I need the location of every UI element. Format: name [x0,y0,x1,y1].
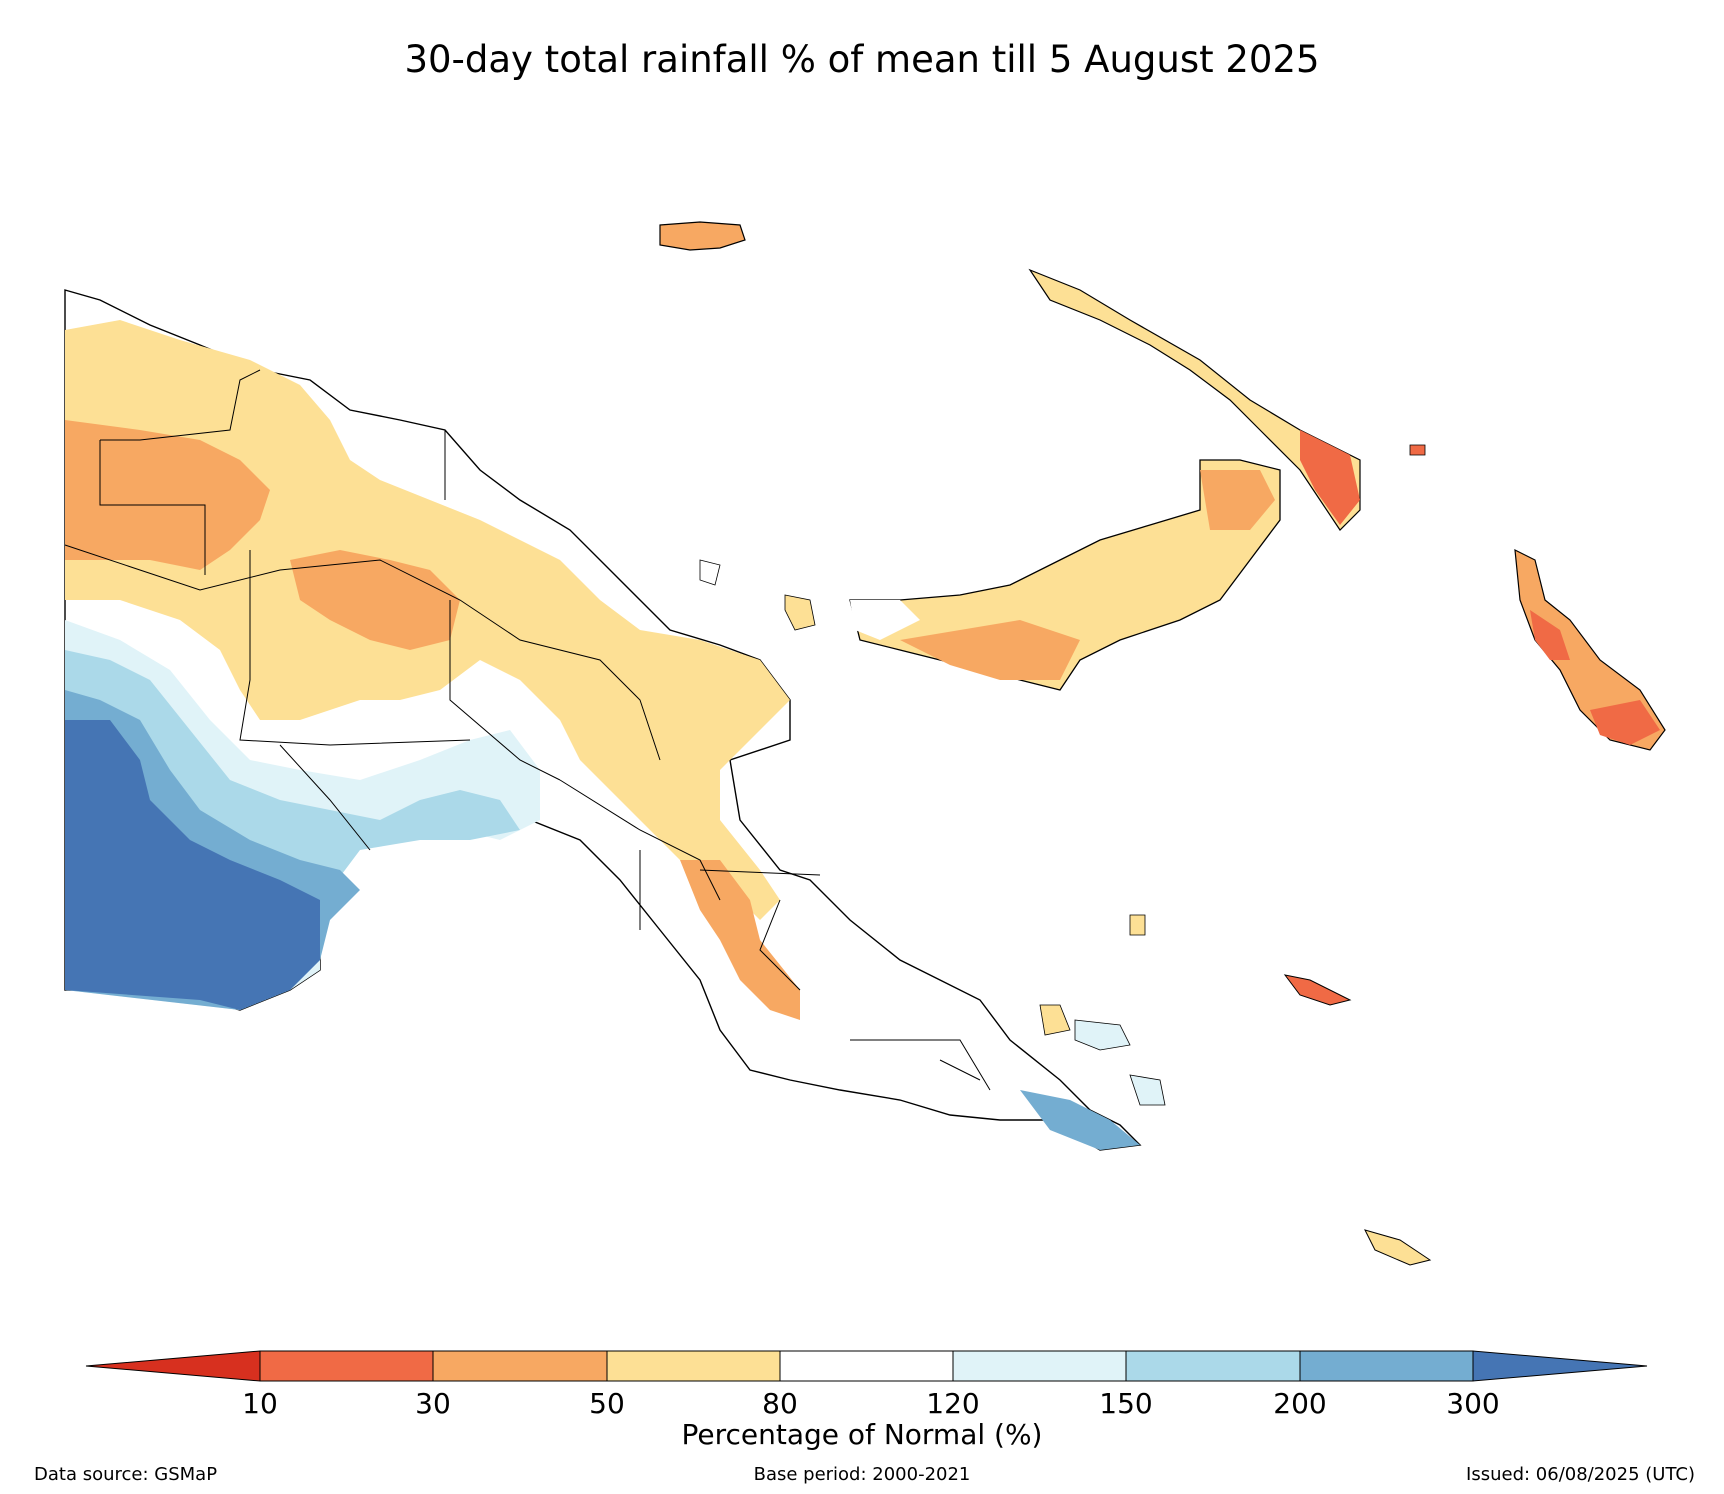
zone-30-50-west [65,420,270,570]
base-period-note: Base period: 2000-2021 [753,1464,971,1485]
zone-120-150-east-tip [1020,1090,1140,1150]
colorbar-swatch-120-150 [952,1350,1127,1382]
colorbar-arrow-low [85,1350,261,1382]
feni-island [1409,444,1426,456]
colorbar-tick: 80 [762,1387,798,1420]
goodenough-island [1039,1004,1071,1036]
issued-date-note: Issued: 06/08/2025 (UTC) [1466,1464,1695,1485]
colorbar-swatch-200-300 [1299,1350,1474,1382]
colorbar-tick: 30 [415,1387,451,1420]
colorbar-tick: 300 [1446,1387,1500,1420]
fergusson-island [1074,1019,1131,1051]
province-boundaries [64,369,991,1091]
new-ireland-orange [1300,430,1360,525]
data-source-note: Data source: GSMaP [34,1464,218,1485]
zone-30-50-east [680,860,800,1020]
new-britain-north-orange [1200,470,1275,530]
bougainville-red [1530,610,1570,660]
new-britain-orange [900,620,1080,680]
manus-island [659,221,746,251]
colorbar-tick: 50 [589,1387,625,1420]
trobriand-island [1129,914,1146,936]
colorbar-label: Percentage of Normal (%) [681,1418,1043,1451]
bougainville-south-red [1590,700,1660,745]
colorbar-arrow-high [1472,1350,1648,1382]
colorbar-tick: 150 [1099,1387,1153,1420]
colorbar-swatch-50-80 [606,1350,781,1382]
normanby-island [1129,1074,1166,1106]
colorbar-tick: 200 [1273,1387,1327,1420]
woodlark-island [1283,974,1352,1006]
zone-above-300-south [65,720,320,1010]
colorbar-swatch-10-30 [259,1350,434,1382]
new-britain-west-white [850,600,920,640]
colorbar-swatch-30-50 [432,1350,608,1382]
colorbar-tick: 120 [926,1387,980,1420]
colorbar-tick: 10 [242,1387,278,1420]
karkar-island [784,594,816,631]
long-island [699,559,721,586]
colorbar-swatch-80-120 [779,1350,954,1382]
colorbar-swatch-150-200 [1125,1350,1301,1382]
rossel-island [1364,1229,1432,1266]
map-title: 30-day total rainfall % of mean till 5 A… [404,38,1320,81]
zone-30-50-highlands [290,550,460,650]
